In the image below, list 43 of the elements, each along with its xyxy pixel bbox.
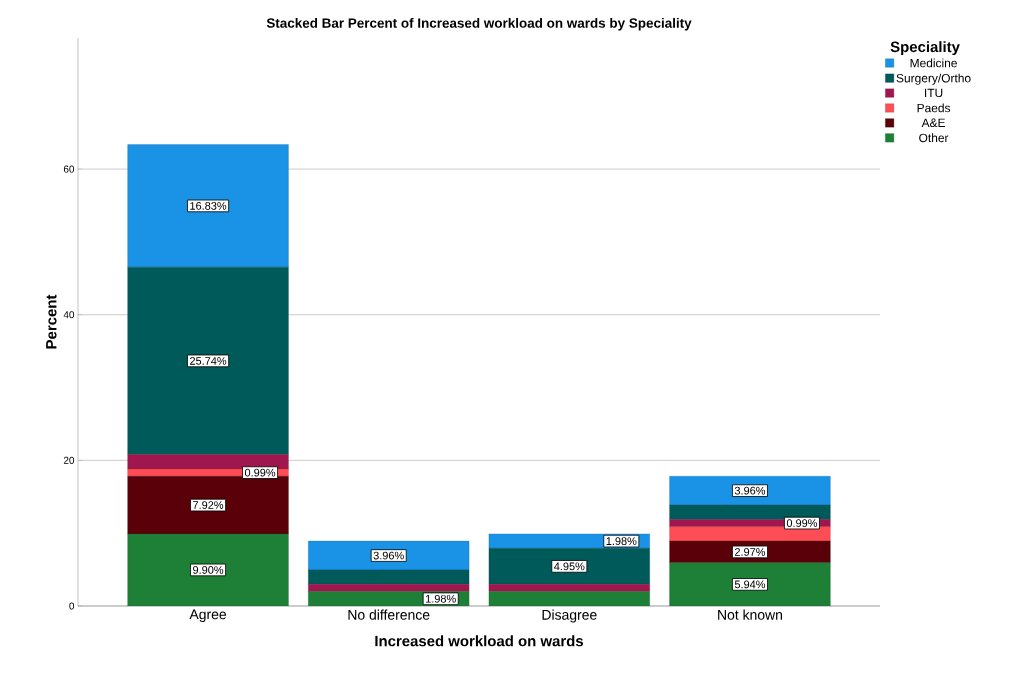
y-tick-label: 20 — [63, 456, 75, 464]
data-label: 9.90% — [193, 566, 224, 574]
bar — [669, 504, 831, 520]
legend-label: Paeds — [917, 103, 951, 113]
legend-label: Surgery/Ortho — [896, 73, 971, 85]
x-tick-label: Disagree — [542, 609, 597, 623]
data-label: 0.99% — [786, 519, 818, 527]
legend-title: Speciality — [890, 41, 960, 56]
data-label: 16.83% — [190, 202, 227, 210]
data-label: 0.99% — [244, 468, 276, 477]
bar — [669, 562, 831, 606]
bar — [127, 144, 289, 268]
bar — [127, 533, 289, 606]
bar — [308, 569, 470, 585]
bar — [488, 548, 650, 585]
y-tick-label: 60 — [63, 165, 75, 173]
data-label: 4.95% — [554, 562, 585, 571]
bar — [308, 540, 470, 571]
x-axis-title: Increased workload on wards — [375, 635, 584, 647]
x-tick-label: No difference — [348, 609, 430, 620]
data-label: 3.96% — [734, 486, 766, 495]
data-label: 7.92% — [193, 501, 224, 509]
data-label: 5.94% — [734, 580, 766, 589]
bar — [669, 476, 831, 506]
y-tick-label: 40 — [63, 311, 75, 319]
data-label: 25.74% — [190, 357, 227, 365]
legend-label: Other — [919, 133, 949, 143]
text: ITU — [925, 88, 943, 98]
x-tick-label: Not known — [718, 609, 782, 620]
bar — [127, 454, 289, 470]
bar — [127, 476, 289, 535]
chart-title: Stacked Bar Percent of Increased workload on wards by Speciality — [266, 17, 692, 31]
bar — [127, 267, 289, 455]
data-label: 2.97% — [734, 548, 766, 556]
x-tick-label: Agree — [189, 609, 227, 623]
legend-label: Medicine — [910, 58, 957, 68]
data-label: 3.96% — [373, 551, 404, 560]
y-tick-label: 0 — [69, 602, 75, 610]
data-label: 1.98% — [606, 537, 637, 545]
y-axis-title: Percent — [46, 294, 57, 349]
data-label: 1.98% — [425, 594, 456, 603]
bar — [669, 526, 831, 542]
legend-label: A&E — [921, 118, 945, 127]
